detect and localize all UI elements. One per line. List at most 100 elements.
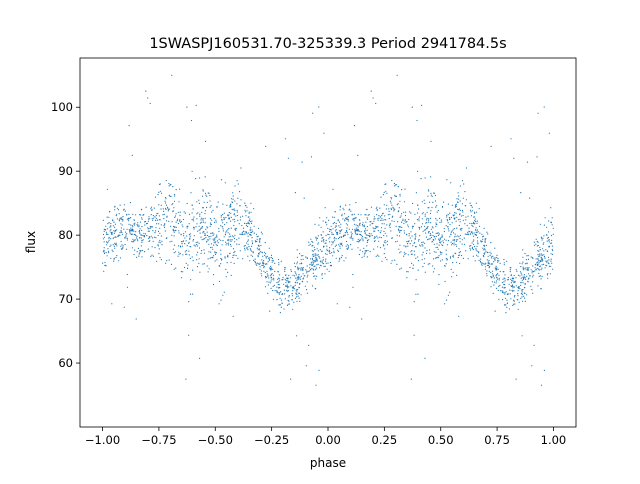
data-point <box>228 214 230 216</box>
data-point <box>238 243 240 245</box>
data-point <box>363 255 365 257</box>
data-point <box>466 224 468 227</box>
data-point <box>441 252 443 254</box>
data-point <box>276 290 278 292</box>
data-point <box>259 268 261 270</box>
data-point <box>469 222 471 224</box>
data-point <box>196 213 198 215</box>
data-point <box>551 253 554 255</box>
data-point <box>207 258 209 260</box>
data-point <box>380 230 382 232</box>
data-point <box>453 217 455 219</box>
data-point <box>105 241 108 243</box>
data-point <box>357 241 359 243</box>
data-point <box>400 229 402 231</box>
data-point <box>238 237 240 239</box>
data-point <box>126 228 128 230</box>
data-point <box>318 224 320 226</box>
data-point <box>464 191 466 193</box>
data-point <box>548 231 550 233</box>
data-point <box>152 230 154 232</box>
data-point <box>478 252 480 254</box>
data-point <box>302 278 304 280</box>
data-point <box>498 274 500 276</box>
data-point <box>376 214 378 216</box>
data-point <box>128 125 130 127</box>
data-point <box>510 138 512 140</box>
data-point <box>406 277 408 279</box>
data-point <box>193 227 195 229</box>
data-point <box>521 291 523 293</box>
data-point <box>346 244 348 246</box>
data-point <box>501 291 504 294</box>
data-point <box>458 195 460 197</box>
data-point <box>496 267 498 269</box>
data-point <box>435 222 437 224</box>
data-point <box>517 290 519 292</box>
data-point <box>536 267 538 269</box>
data-point <box>509 270 511 273</box>
data-point <box>234 185 236 187</box>
data-point <box>236 203 238 205</box>
data-point <box>441 244 443 246</box>
data-point <box>405 221 407 223</box>
data-point <box>105 265 107 267</box>
data-point <box>327 233 329 235</box>
data-point <box>522 261 524 263</box>
data-point <box>445 253 447 255</box>
data-point <box>120 231 122 233</box>
data-point <box>475 248 477 250</box>
data-point <box>230 240 232 242</box>
data-point <box>278 278 281 280</box>
data-point <box>233 236 235 238</box>
data-point <box>405 245 407 247</box>
data-point <box>450 241 452 243</box>
data-point <box>353 223 356 225</box>
data-point <box>462 257 464 259</box>
data-point <box>311 254 314 256</box>
data-point <box>282 293 284 295</box>
data-point <box>445 263 447 265</box>
data-point <box>409 237 411 239</box>
data-point <box>114 242 116 244</box>
data-point <box>394 259 396 261</box>
data-point <box>509 293 511 295</box>
data-point <box>364 228 367 230</box>
data-point <box>486 264 488 266</box>
data-point <box>525 278 527 280</box>
data-point <box>508 283 510 285</box>
data-point <box>337 250 340 252</box>
data-point <box>298 275 300 277</box>
data-point <box>347 218 349 220</box>
data-point <box>156 260 158 262</box>
data-point <box>442 240 444 242</box>
data-point <box>261 251 263 253</box>
data-point <box>212 234 214 236</box>
data-point <box>510 278 512 280</box>
data-point <box>454 206 456 208</box>
data-point <box>152 219 154 221</box>
data-point <box>458 248 460 250</box>
data-point <box>536 156 538 158</box>
data-point <box>491 257 493 259</box>
data-point <box>456 216 458 218</box>
data-point <box>503 264 505 266</box>
data-point <box>155 217 157 219</box>
data-point <box>389 224 391 226</box>
data-point <box>489 254 491 256</box>
data-point <box>233 213 235 215</box>
data-point <box>394 195 396 197</box>
data-point <box>281 279 283 281</box>
data-point <box>322 239 324 241</box>
data-point <box>551 262 553 264</box>
data-point <box>383 245 385 247</box>
data-point <box>384 232 386 234</box>
data-point <box>484 252 486 254</box>
data-point <box>398 248 400 250</box>
data-point <box>174 216 176 218</box>
data-point <box>291 295 294 297</box>
data-point <box>155 230 157 232</box>
data-point <box>346 217 348 219</box>
data-point <box>461 180 464 182</box>
data-point <box>260 244 262 247</box>
